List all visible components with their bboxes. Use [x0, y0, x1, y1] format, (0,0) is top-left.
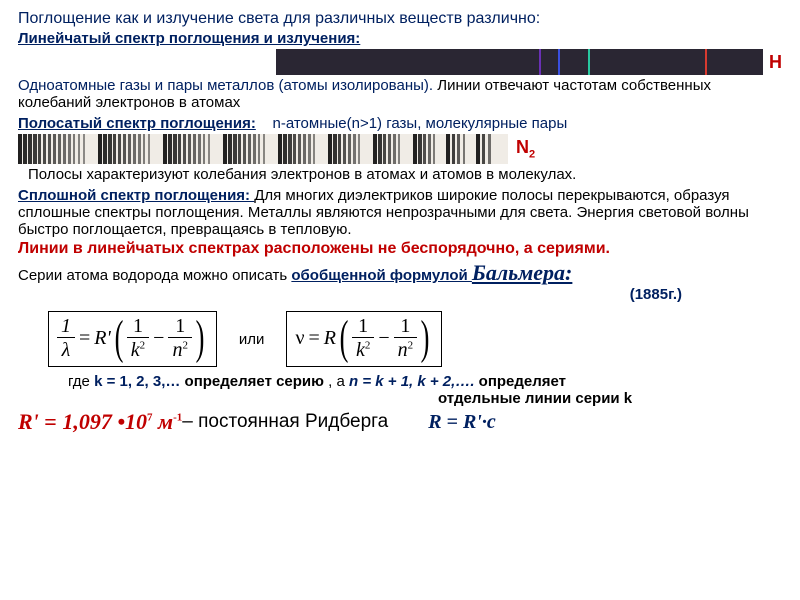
section2-title: Полосатый спектр поглощения: [18, 115, 256, 132]
f1-den: λ [57, 338, 75, 362]
rydberg-const: R' = 1,097 •107 м-1 [18, 409, 182, 435]
formula2: ν = R ( 1 k2 − 1 n2 ) [286, 311, 442, 367]
f2-t2b: n [398, 339, 408, 361]
where-npart2: отдельные линии серии k [438, 390, 632, 407]
f2-t2e: 2 [408, 339, 414, 351]
band-spectrum-row: N2 [18, 134, 782, 164]
section1-body-blue: Одноатомные газы и пары металлов (атомы … [18, 77, 437, 94]
where-n: n = k + 1, k + 2,…. [349, 373, 479, 390]
ryd-dot: • [117, 409, 125, 434]
balmer-intro-a: Серии атома водорода можно описать [18, 267, 291, 284]
series-statement: Линии в линейчатых спектрах расположены … [18, 240, 782, 258]
where-npart1: определяет [479, 373, 566, 390]
section3-title: Сплошной спектр поглощения: [18, 187, 254, 204]
nitrogen-symbol: N [516, 137, 529, 157]
f2-t1b: k [356, 339, 365, 361]
f1-num: 1 [57, 315, 75, 338]
f1-coef: R' [94, 327, 111, 350]
ryd-eq: = [39, 409, 63, 434]
ryd-unitexp: -1 [173, 412, 182, 424]
ryd-sym: R' [18, 409, 39, 434]
where-line2: отдельные линии серии k [18, 390, 782, 407]
balmer-name: Бальмера: [472, 260, 572, 285]
ryd-unit: м [153, 409, 174, 434]
emission-spectrum-row: H [18, 49, 782, 75]
balmer-intro-b: обобщенной формулой [291, 267, 472, 284]
f2-lhs: ν [295, 327, 304, 350]
section2-subtitle: n-атомные(n>1) газы, молекулярные пары [273, 115, 568, 132]
f1-t2n: 1 [168, 315, 192, 338]
rydberg-row: R' = 1,097 •107 м-1 – постоянная Ридберг… [18, 409, 782, 435]
f1-t2e: 2 [182, 339, 188, 351]
ryd-ten: 10 [125, 409, 147, 434]
where-k: k = 1, 2, 3,… [94, 373, 180, 390]
ryd-val: 1,097 [62, 409, 117, 434]
hydrogen-label: H [769, 52, 782, 73]
where-sep: , а [328, 373, 349, 390]
where-line1: где k = 1, 2, 3,… определяет серию , а n… [18, 373, 782, 390]
emission-spectrum [276, 49, 763, 75]
formula1: 1 λ = R' ( 1 k2 − 1 n2 ) [48, 311, 217, 367]
section3: Сплошной спектр поглощения: Для многих д… [18, 187, 782, 238]
section1-title: Линейчатый спектр поглощения и излучения… [18, 30, 360, 47]
balmer-intro: Серии атома водорода можно описать обобщ… [18, 260, 782, 286]
section2-body: Полосы характеризуют колебания электроно… [18, 166, 782, 183]
f1-t1n: 1 [127, 315, 149, 338]
where-prefix: где [68, 373, 94, 390]
band-spectrum [18, 134, 508, 164]
nitrogen-label: N2 [516, 137, 535, 161]
section1-body: Одноатомные газы и пары металлов (атомы … [18, 77, 782, 111]
or-word: или [239, 331, 265, 348]
intro-text: Поглощение как и излучение света для раз… [18, 10, 782, 28]
f2-coef: R [324, 327, 336, 350]
f2-t1e: 2 [365, 339, 371, 351]
f2-t1n: 1 [352, 315, 374, 338]
rydberg-label: – постоянная Ридберга [182, 411, 388, 433]
nitrogen-sub: 2 [529, 149, 535, 161]
balmer-year: (1885г.) [18, 286, 782, 303]
f1-t1e: 2 [140, 339, 146, 351]
where-kpart: определяет серию [185, 373, 324, 390]
formula-row: 1 λ = R' ( 1 k2 − 1 n2 ) или ν = R ( 1 k… [18, 311, 782, 367]
f2-t2n: 1 [394, 315, 418, 338]
f1-t2b: n [172, 339, 182, 361]
f1-t1b: k [131, 339, 140, 361]
relation-formula: R = R'·c [428, 411, 496, 434]
